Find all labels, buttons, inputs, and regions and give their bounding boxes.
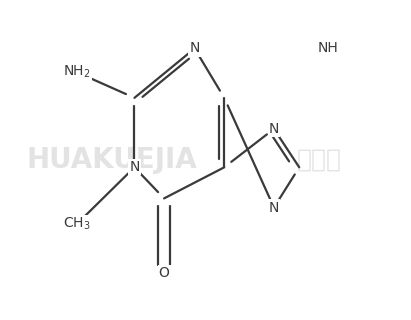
Text: O: O	[159, 266, 169, 280]
Text: NH$_2$: NH$_2$	[63, 64, 91, 80]
Text: NH: NH	[318, 42, 338, 55]
Text: N: N	[269, 122, 279, 136]
Text: HUAKUEJIA: HUAKUEJIA	[27, 146, 198, 174]
Text: 化学加: 化学加	[296, 148, 342, 172]
Text: N: N	[129, 160, 140, 174]
Text: CH$_3$: CH$_3$	[63, 216, 91, 232]
Text: N: N	[189, 42, 200, 55]
Text: N: N	[269, 201, 279, 214]
